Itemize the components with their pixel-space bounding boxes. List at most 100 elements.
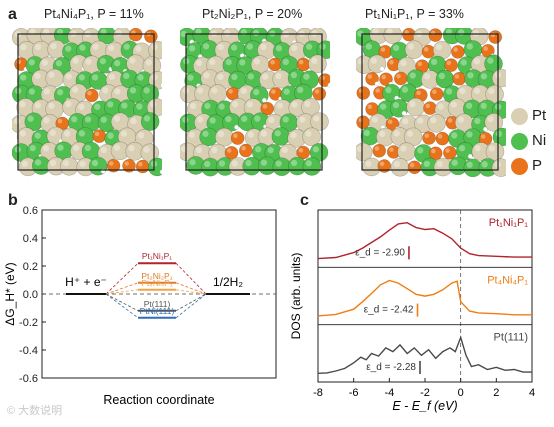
connector-right — [175, 293, 207, 312]
atom-highlight — [314, 89, 320, 94]
atom-highlight — [113, 115, 121, 122]
atom-highlight — [123, 72, 130, 80]
connector-left — [105, 262, 139, 295]
panel-c-letter: c — [300, 192, 309, 209]
atom-pt — [45, 68, 64, 88]
atom-highlight — [72, 57, 79, 64]
atom-highlight — [374, 146, 380, 151]
atom-highlight — [189, 45, 196, 52]
atom-highlight — [63, 130, 71, 137]
atom-highlight — [253, 58, 261, 65]
atom-highlight — [210, 30, 218, 37]
atom-highlight — [253, 89, 260, 96]
atom-highlight — [57, 118, 63, 124]
atom-ni — [199, 127, 218, 147]
atom-highlight — [246, 101, 254, 108]
atom-highlight — [431, 148, 436, 154]
atom-highlight — [91, 159, 99, 167]
atom-highlight — [149, 101, 157, 108]
atom-highlight — [27, 115, 34, 122]
atom-highlight — [451, 159, 458, 166]
atom-highlight — [211, 146, 218, 154]
atom-highlight — [406, 130, 414, 137]
atom-highlight — [180, 30, 187, 37]
atom-highlight — [129, 57, 136, 64]
atom-highlight — [401, 86, 409, 93]
atom-highlight — [107, 132, 114, 139]
atom-highlight — [457, 116, 465, 123]
atom-highlight — [211, 87, 218, 94]
atom-highlight — [402, 118, 409, 125]
y-axis-label: DOS (arb. units) — [289, 253, 303, 340]
atom-p — [106, 158, 121, 173]
atom-highlight — [304, 100, 311, 108]
atom-highlight — [73, 144, 80, 152]
atom-highlight — [78, 103, 85, 110]
atom-pt — [491, 68, 506, 88]
atom-highlight — [65, 100, 72, 108]
atom-highlight — [319, 43, 326, 50]
y-axis-label: ΔG_H* (eV) — [3, 262, 17, 325]
atom-highlight — [65, 73, 72, 80]
atom-highlight — [62, 160, 70, 167]
xtick-label: -4 — [384, 387, 394, 399]
atom-highlight — [137, 74, 144, 81]
atom-highlight — [271, 89, 276, 94]
atom-highlight — [204, 160, 211, 168]
atom-p — [296, 57, 311, 72]
atom-ni — [271, 127, 291, 146]
atom-highlight — [99, 57, 107, 65]
atom-highlight — [225, 115, 232, 123]
connector-right — [175, 289, 207, 295]
atom-highlight — [92, 43, 99, 50]
atom-highlight — [197, 87, 204, 94]
atom-highlight — [392, 101, 400, 109]
dos-curve — [317, 335, 532, 374]
x-axis-label: E - E_f (eV) — [392, 399, 457, 413]
atom-highlight — [48, 102, 55, 110]
atom-highlight — [389, 147, 394, 152]
atom-highlight — [417, 117, 424, 124]
atom-highlight — [267, 147, 274, 154]
atom-highlight — [454, 74, 460, 79]
atom-pt — [397, 142, 416, 161]
atom-highlight — [276, 102, 283, 109]
atom-p — [84, 88, 99, 103]
atom-highlight — [85, 58, 92, 65]
atom-highlight — [217, 43, 224, 51]
atom-highlight — [84, 144, 92, 152]
atom-highlight — [71, 116, 78, 123]
atom-pt — [404, 40, 424, 59]
atom-highlight — [231, 160, 238, 167]
final-state-label: 1/2H₂ — [213, 275, 243, 289]
atom-p — [444, 58, 458, 72]
atom-highlight — [483, 46, 488, 51]
xtick-label: 2 — [493, 387, 499, 399]
atom-highlight — [423, 160, 430, 168]
dos-curve — [317, 221, 532, 260]
atom-highlight — [367, 74, 373, 79]
atom-p — [428, 28, 443, 42]
atom-highlight — [282, 116, 289, 123]
atom-p — [435, 131, 450, 146]
atom-highlight — [209, 58, 216, 66]
atom-highlight — [247, 131, 255, 138]
atom-h — [374, 81, 380, 87]
atom-highlight — [488, 87, 495, 95]
atom-pt — [383, 28, 403, 45]
atom-highlight — [282, 58, 289, 66]
atom-pt — [485, 142, 505, 161]
atom-pt — [59, 157, 79, 176]
atom-highlight — [42, 145, 50, 152]
atom-p — [372, 143, 386, 158]
atom-highlight — [435, 43, 443, 51]
series-label: Pt₄Ni₄P₁ — [487, 274, 528, 286]
atom-highlight — [195, 146, 203, 154]
atom-highlight — [480, 134, 486, 139]
atom-highlight — [268, 116, 275, 124]
atom-highlight — [48, 71, 55, 79]
atom-highlight — [385, 86, 392, 94]
panel-b-letter: b — [8, 192, 18, 209]
atom-highlight — [84, 116, 92, 123]
atom-highlight — [94, 103, 101, 110]
